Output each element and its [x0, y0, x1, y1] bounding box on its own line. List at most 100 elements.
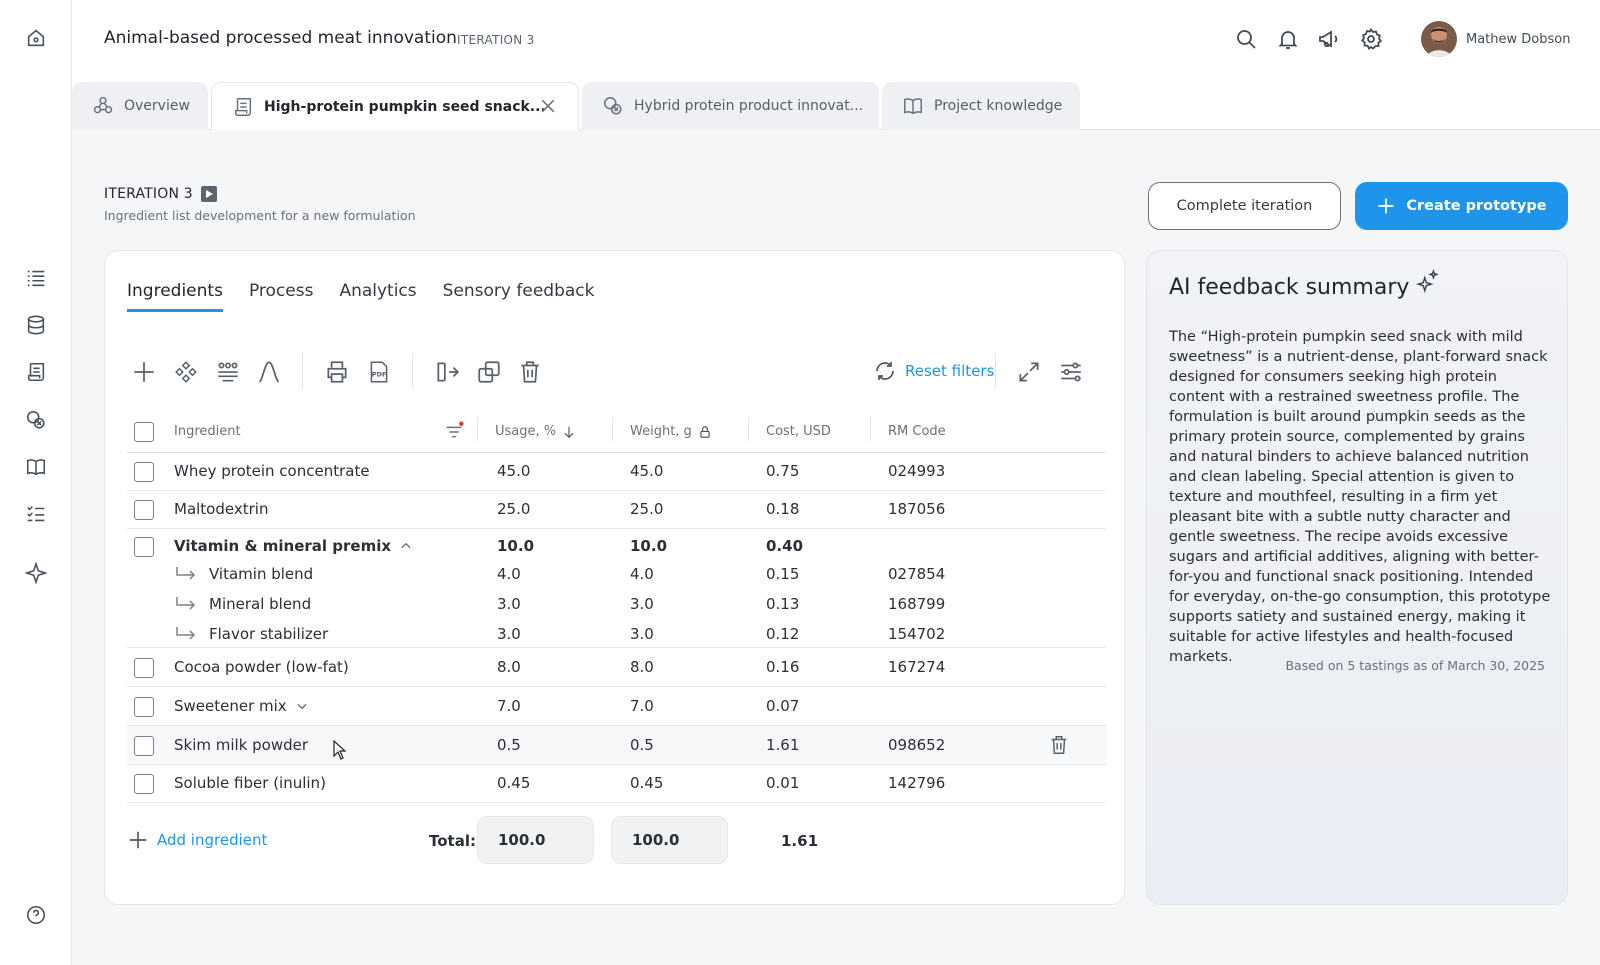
rm-code-value: 154702 [888, 625, 946, 643]
weight-value[interactable]: 0.5 [630, 736, 654, 754]
usage-value[interactable]: 4.0 [497, 565, 521, 583]
usage-value[interactable]: 8.0 [497, 658, 521, 676]
gear-icon[interactable] [1359, 27, 1383, 51]
weight-value[interactable]: 0.45 [630, 774, 664, 792]
table-subrow[interactable]: Vitamin blend 4.0 4.0 0.15 027854 [127, 559, 1106, 589]
print-icon[interactable] [324, 359, 350, 385]
trash-icon[interactable] [517, 359, 543, 385]
row-checkbox[interactable] [134, 774, 154, 794]
usage-value[interactable]: 10.0 [497, 537, 535, 555]
delete-row-icon[interactable] [1048, 734, 1070, 756]
sparkle-icon[interactable] [24, 561, 48, 585]
reset-filters-button[interactable]: Reset filters [873, 359, 994, 383]
header-ingredient[interactable]: Ingredient [174, 424, 241, 439]
group-icon[interactable] [215, 359, 241, 385]
table-row-group[interactable]: Vitamin & mineral premix 10.0 10.0 0.40 [127, 529, 1106, 559]
weight-value[interactable]: 4.0 [630, 565, 654, 583]
weight-value[interactable]: 3.0 [630, 595, 654, 613]
tab-project-knowledge[interactable]: Project knowledge [882, 82, 1080, 130]
usage-value[interactable]: 0.45 [497, 774, 531, 792]
table-subrow[interactable]: Flavor stabilizer 3.0 3.0 0.12 154702 [127, 619, 1106, 648]
usage-value[interactable]: 3.0 [497, 595, 521, 613]
project-title: Animal-based processed meat innovation [104, 28, 457, 48]
complete-iteration-button[interactable]: Complete iteration [1148, 182, 1341, 230]
usage-value[interactable]: 25.0 [497, 500, 531, 518]
chevron-down-icon[interactable] [295, 699, 309, 713]
tab-overview[interactable]: Overview [72, 82, 208, 130]
weight-value[interactable]: 8.0 [630, 658, 654, 676]
tab-analytics[interactable]: Analytics [339, 281, 417, 301]
add-ingredient-button[interactable]: Add ingredient [127, 829, 267, 851]
play-icon[interactable] [200, 186, 217, 202]
row-checkbox[interactable] [134, 537, 154, 557]
row-checkbox[interactable] [134, 697, 154, 717]
header-rm-code[interactable]: RM Code [888, 424, 946, 439]
weight-value[interactable]: 25.0 [630, 500, 664, 518]
search-icon[interactable] [1234, 27, 1258, 51]
close-icon[interactable] [538, 96, 558, 116]
database-icon[interactable] [24, 313, 48, 337]
cost-value: 0.12 [766, 625, 800, 643]
tab-sensory-feedback[interactable]: Sensory feedback [442, 281, 595, 301]
table-row[interactable]: Cocoa powder (low-fat) 8.0 8.0 0.16 1672… [127, 648, 1106, 687]
usage-value[interactable]: 3.0 [497, 625, 521, 643]
chevron-up-icon[interactable] [399, 539, 413, 553]
table-row[interactable]: Soluble fiber (inulin) 0.45 0.45 0.01 14… [127, 765, 1106, 803]
diamond-grid-icon[interactable] [173, 359, 199, 385]
tab-hybrid-protein[interactable]: Hybrid protein product innovat... [582, 82, 879, 130]
pdf-icon[interactable]: PDF [366, 359, 392, 385]
bell-icon[interactable] [1276, 27, 1300, 51]
weight-value[interactable]: 45.0 [630, 462, 664, 480]
total-usage-field: 100.0 [477, 816, 594, 864]
add-icon[interactable] [131, 359, 157, 385]
table-row[interactable]: Whey protein concentrate 45.0 45.0 0.75 … [127, 453, 1106, 491]
checklist-icon[interactable] [24, 502, 48, 526]
settings-sliders-icon[interactable] [1058, 359, 1084, 385]
header-usage[interactable]: Usage, % [495, 424, 576, 439]
book-icon[interactable] [24, 455, 48, 479]
avatar[interactable] [1421, 21, 1457, 57]
usage-value[interactable]: 0.5 [497, 736, 521, 754]
experiment-icon[interactable] [24, 408, 48, 432]
select-all-checkbox[interactable] [134, 422, 154, 442]
table-row[interactable]: Maltodextrin 25.0 25.0 0.18 187056 [127, 491, 1106, 529]
cost-value: 0.15 [766, 565, 800, 583]
row-checkbox[interactable] [134, 736, 154, 756]
export-icon[interactable] [434, 359, 460, 385]
weight-value[interactable]: 3.0 [630, 625, 654, 643]
cost-value: 0.18 [766, 500, 800, 518]
user-name[interactable]: Mathew Dobson [1466, 32, 1571, 47]
tab-ingredients[interactable]: Ingredients [127, 281, 223, 312]
weight-value[interactable]: 7.0 [630, 697, 654, 715]
cursor-icon [333, 740, 347, 760]
table-row[interactable]: Skim milk powder 0.5 0.5 1.61 098652 [127, 726, 1106, 765]
usage-value[interactable]: 45.0 [497, 462, 531, 480]
row-checkbox[interactable] [134, 500, 154, 520]
list-icon[interactable] [24, 266, 48, 290]
copy-icon[interactable] [476, 359, 502, 385]
tab-current-recipe[interactable]: High-protein pumpkin seed snack... [211, 82, 579, 131]
header-weight[interactable]: Weight, g [630, 424, 712, 439]
recipe-icon[interactable] [24, 360, 48, 384]
weight-value[interactable]: 10.0 [630, 537, 668, 555]
cost-value: 0.01 [766, 774, 800, 792]
megaphone-icon[interactable] [1317, 27, 1341, 51]
header-usage-label: Usage, % [495, 424, 557, 439]
create-prototype-label: Create prototype [1406, 198, 1547, 214]
tab-process[interactable]: Process [248, 281, 314, 301]
row-checkbox[interactable] [134, 658, 154, 678]
expand-icon[interactable] [1016, 359, 1042, 385]
help-icon[interactable] [24, 903, 48, 927]
filter-icon[interactable] [443, 421, 465, 443]
row-checkbox[interactable] [134, 462, 154, 482]
curve-icon[interactable] [256, 359, 282, 385]
usage-value[interactable]: 7.0 [497, 697, 521, 715]
header-cost[interactable]: Cost, USD [766, 424, 831, 439]
home-icon[interactable] [24, 26, 48, 50]
table-subrow[interactable]: Mineral blend 3.0 3.0 0.13 168799 [127, 589, 1106, 619]
tab-label: Project knowledge [934, 98, 1063, 114]
create-prototype-button[interactable]: Create prototype [1355, 182, 1568, 230]
sparkle-icon [1416, 269, 1440, 294]
ingredient-name: Vitamin & mineral premix [174, 537, 392, 555]
table-row[interactable]: Sweetener mix 7.0 7.0 0.07 [127, 687, 1106, 726]
